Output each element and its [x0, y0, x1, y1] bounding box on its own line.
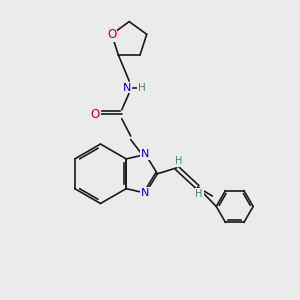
Text: H: H — [138, 82, 146, 93]
Text: O: O — [107, 28, 116, 41]
Text: H: H — [195, 189, 203, 199]
Text: N: N — [141, 149, 150, 160]
Text: H: H — [175, 156, 182, 166]
Text: O: O — [90, 108, 100, 121]
Text: N: N — [123, 82, 131, 93]
Text: N: N — [141, 188, 150, 198]
